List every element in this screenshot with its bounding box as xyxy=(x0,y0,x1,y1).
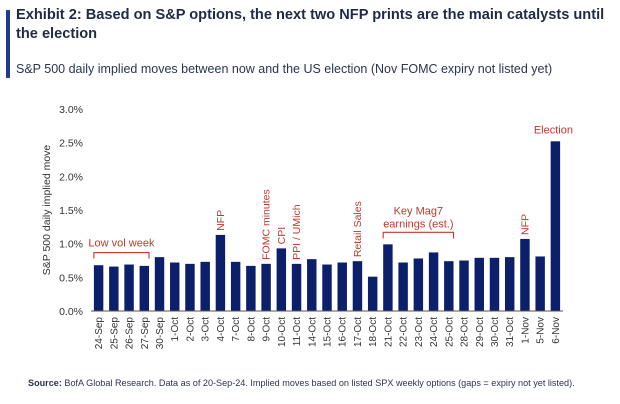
x-tick-label: 10-Oct xyxy=(277,317,288,347)
x-tick-label: 14-Oct xyxy=(307,317,318,347)
bar xyxy=(367,276,378,311)
annotation-label: CPI xyxy=(276,227,288,245)
x-tick-label: 6-Nov xyxy=(551,317,562,344)
bar xyxy=(170,262,180,311)
bar xyxy=(124,264,134,311)
annotation-label: Low vol week xyxy=(88,238,155,250)
x-tick-label: 1-Oct xyxy=(170,317,181,342)
bar xyxy=(474,257,484,311)
bar xyxy=(322,264,332,311)
annotation-label: PPI / UMich xyxy=(291,204,303,260)
bar xyxy=(504,257,515,311)
annotation-label: Key Mag7 xyxy=(394,205,444,217)
bar xyxy=(200,261,210,311)
x-tick-label: 31-Oct xyxy=(505,317,516,347)
bar xyxy=(337,262,347,311)
bar xyxy=(154,257,165,311)
x-tick-label: 9-Oct xyxy=(262,317,273,342)
bar xyxy=(550,141,561,311)
bar xyxy=(215,234,226,311)
bar xyxy=(352,261,363,311)
x-tick-label: 25-Oct xyxy=(444,317,455,347)
annotation-label: NFP xyxy=(519,214,531,235)
annotation-label: FOMC minutes xyxy=(261,189,273,260)
annotation-label: Retail Sales xyxy=(352,201,364,257)
bar xyxy=(428,252,439,311)
x-tick-label: 8-Oct xyxy=(246,317,257,342)
y-tick-label: 3.0% xyxy=(59,104,83,116)
y-tick-label: 0.5% xyxy=(59,272,83,284)
y-tick-label: 2.5% xyxy=(59,138,83,150)
bar xyxy=(383,244,393,311)
x-tick-label: 27-Sep xyxy=(140,317,151,350)
source-label: Source: xyxy=(28,378,62,388)
y-tick-label: 1.5% xyxy=(59,205,83,217)
bar xyxy=(246,265,256,311)
x-tick-label: 21-Oct xyxy=(383,317,394,347)
y-tick-label: 2.0% xyxy=(59,171,83,183)
x-tick-label: 15-Oct xyxy=(323,317,334,347)
x-tick-label: 28-Oct xyxy=(460,317,471,347)
y-axis-label: S&P 500 daily implied move xyxy=(41,145,53,276)
source-note: Source: BofA Global Research. Data as of… xyxy=(28,378,613,388)
x-tick-label: 18-Oct xyxy=(368,317,379,347)
y-tick-label: 0.0% xyxy=(59,306,83,318)
annotation-bracket xyxy=(382,231,455,239)
x-tick-label: 30-Oct xyxy=(490,317,501,347)
bar xyxy=(230,261,241,311)
bar xyxy=(307,259,317,311)
x-tick-label: 23-Oct xyxy=(414,317,425,347)
bar xyxy=(413,258,424,311)
annotation-label: earnings (est.) xyxy=(383,218,453,230)
annotation-label: NFP xyxy=(215,210,227,231)
bar xyxy=(109,266,119,311)
bar xyxy=(139,265,150,311)
x-tick-label: 30-Sep xyxy=(155,317,166,350)
x-tick-label: 24-Sep xyxy=(94,317,105,350)
x-tick-label: 5-Nov xyxy=(536,317,547,344)
x-tick-label: 25-Sep xyxy=(109,317,120,350)
annotation-bracket xyxy=(93,251,150,259)
x-tick-label: 2-Oct xyxy=(185,317,196,342)
bar xyxy=(444,261,454,311)
title-accent-bar xyxy=(6,10,10,78)
bar xyxy=(291,263,302,311)
bar xyxy=(398,262,408,311)
x-tick-label: 16-Oct xyxy=(338,317,349,347)
bar xyxy=(276,248,287,311)
source-text: BofA Global Research. Data as of 20-Sep-… xyxy=(61,378,575,388)
x-tick-label: 22-Oct xyxy=(399,317,410,347)
x-tick-label: 11-Oct xyxy=(292,317,303,346)
bar xyxy=(459,260,469,311)
bar xyxy=(185,263,195,311)
bar xyxy=(535,256,545,311)
x-tick-label: 4-Oct xyxy=(216,317,227,342)
x-tick-label: 1-Nov xyxy=(520,317,531,344)
bar xyxy=(489,257,500,311)
x-tick-label: 7-Oct xyxy=(231,317,242,342)
chart-subtitle: S&P 500 daily implied moves between now … xyxy=(16,62,553,76)
annotation-label: Election xyxy=(534,124,573,136)
bar xyxy=(520,238,530,311)
x-tick-label: 26-Sep xyxy=(125,317,136,350)
x-tick-label: 17-Oct xyxy=(353,317,364,347)
x-tick-label: 3-Oct xyxy=(201,317,212,342)
x-tick-label: 29-Oct xyxy=(475,317,486,347)
bar xyxy=(261,263,271,311)
x-tick-label: 24-Oct xyxy=(429,317,440,347)
y-tick-label: 1.0% xyxy=(59,239,83,251)
bar xyxy=(93,265,104,311)
chart-title: Exhibit 2: Based on S&P options, the nex… xyxy=(16,7,605,42)
